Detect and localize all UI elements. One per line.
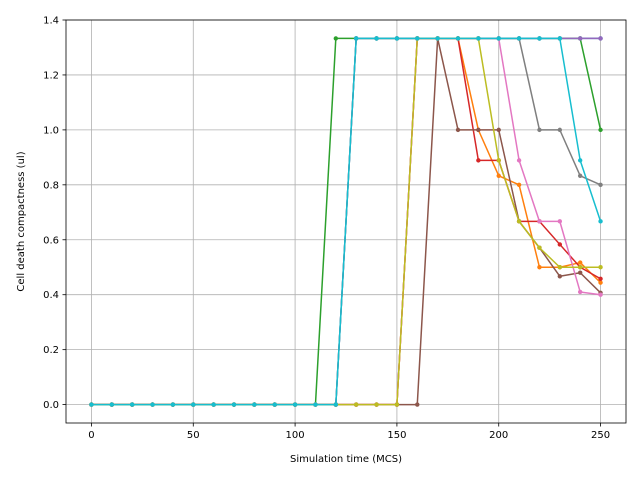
data-point	[557, 127, 563, 133]
data-point	[598, 219, 603, 224]
data-point	[333, 402, 339, 407]
series-line	[91, 37, 602, 406]
data-point	[353, 36, 359, 41]
data-point	[211, 402, 216, 407]
data-point	[577, 36, 583, 41]
plot-frame	[65, 19, 627, 424]
data-point	[394, 36, 400, 41]
data-point	[537, 265, 542, 270]
data-point	[516, 219, 522, 224]
x-tick-label: 0	[88, 430, 94, 441]
data-point	[557, 242, 563, 247]
y-tick-label: 1.4	[43, 16, 59, 27]
data-point	[577, 270, 583, 275]
data-point	[577, 173, 583, 178]
data-point	[353, 402, 359, 407]
data-point	[537, 219, 542, 224]
data-point	[496, 158, 501, 163]
data-point	[170, 402, 176, 407]
data-point	[577, 158, 583, 163]
x-tick-label: 250	[591, 430, 610, 441]
data-point	[598, 276, 603, 281]
data-point	[577, 260, 583, 265]
data-point	[272, 402, 277, 407]
x-tick-label: 100	[286, 430, 305, 441]
data-point	[109, 402, 115, 407]
data-point	[476, 158, 481, 163]
data-point	[89, 402, 94, 407]
data-point	[537, 36, 542, 41]
data-point	[557, 219, 563, 224]
data-point	[598, 280, 603, 285]
y-tick-label: 0.0	[43, 400, 59, 411]
data-point	[292, 402, 298, 407]
data-point	[374, 36, 379, 41]
data-point	[577, 265, 583, 270]
data-point	[516, 182, 522, 188]
data-point	[598, 265, 603, 270]
data-point	[516, 158, 522, 163]
x-axis-label: Simulation time (MCS)	[290, 454, 402, 465]
data-point	[455, 127, 461, 133]
x-tick-label: 50	[187, 430, 200, 441]
data-point	[537, 127, 542, 133]
data-point	[496, 173, 501, 178]
data-point	[557, 36, 563, 41]
data-point	[557, 265, 563, 270]
data-point	[374, 402, 379, 407]
data-point	[557, 274, 563, 279]
data-point	[333, 36, 339, 41]
data-point	[598, 36, 603, 41]
data-point	[496, 127, 501, 133]
data-point	[537, 245, 542, 250]
data-point	[476, 36, 481, 41]
y-axis-label: Cell death compactness (ul)	[16, 151, 27, 291]
data-point	[231, 402, 237, 407]
y-tick-label: 1.2	[43, 70, 59, 81]
data-point	[191, 402, 196, 407]
y-tick-label: 1.0	[43, 125, 59, 136]
data-point	[455, 36, 461, 41]
data-point	[476, 127, 481, 133]
axis-ticks: 0 50 100 150 200 250 0.0 0.2 0.4 0.6 0.8 1.0 1.2 1.4	[43, 16, 610, 442]
y-tick-label: 0.6	[43, 235, 59, 246]
series-layer	[89, 36, 603, 407]
data-point	[415, 36, 420, 41]
data-point	[129, 402, 135, 407]
data-point	[394, 402, 400, 407]
data-point	[598, 182, 603, 188]
data-point	[313, 402, 318, 407]
data-point	[577, 289, 583, 295]
data-point	[496, 36, 501, 41]
x-tick-label: 150	[387, 430, 406, 441]
data-point	[252, 402, 257, 407]
y-tick-label: 0.2	[43, 345, 59, 356]
data-point	[516, 36, 522, 41]
series-10	[89, 36, 603, 407]
data-point	[150, 402, 155, 407]
data-point	[435, 36, 440, 41]
y-tick-label: 0.8	[43, 180, 59, 191]
data-point	[598, 292, 603, 297]
x-tick-label: 200	[489, 430, 508, 441]
data-point	[598, 127, 603, 133]
data-point	[415, 402, 420, 407]
y-tick-label: 0.4	[43, 290, 59, 301]
